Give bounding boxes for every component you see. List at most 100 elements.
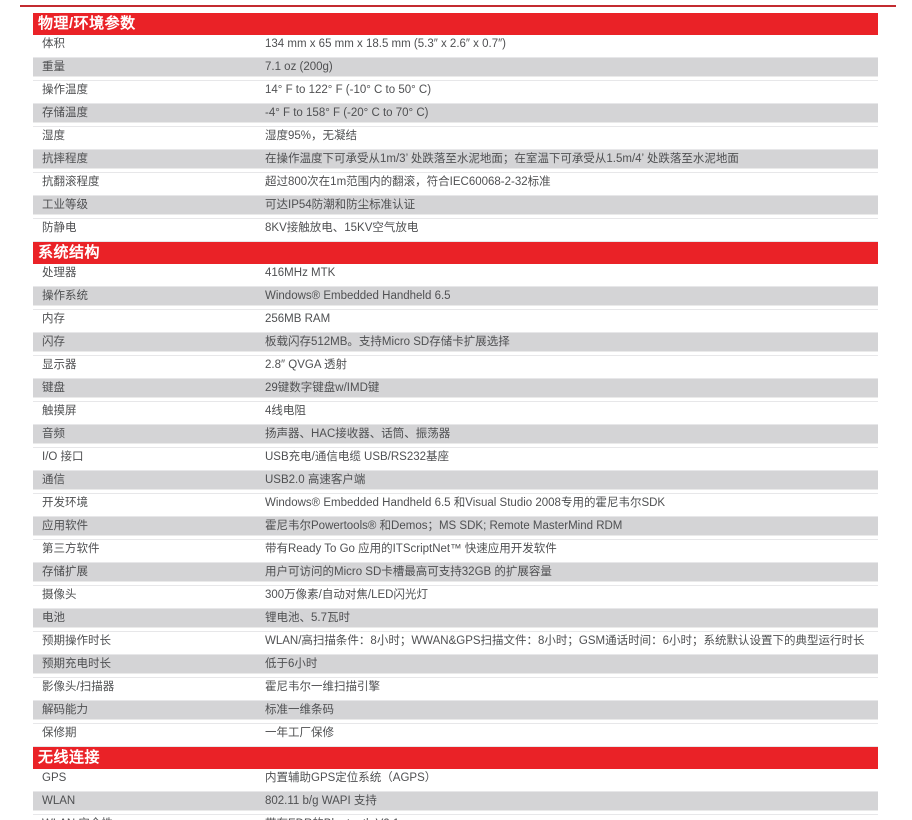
spec-row-value: 300万像素/自动对焦/LED闪光灯 (265, 589, 428, 601)
spec-row-label: 键盘 (42, 382, 65, 394)
spec-row-value: 29键数字键盘w/IMD键 (265, 382, 380, 394)
spec-row-label: 第三方软件 (42, 543, 100, 555)
spec-row-label: 应用软件 (42, 520, 88, 532)
spec-row: 抗摔程度 在操作温度下可承受从1m/3’ 处跌落至水泥地面；在室温下可承受从1.5… (33, 150, 878, 173)
spec-row-label: WLAN (42, 795, 76, 807)
spec-row-value: 4线电阻 (265, 405, 306, 417)
spec-row: 内存 256MB RAM (33, 310, 878, 333)
section-header: 系统结构 (33, 242, 878, 264)
spec-row: I/O 接口 USB充电/通信电缆 USB/RS232基座 (33, 448, 878, 471)
spec-row: 工业等级 可达IP54防潮和防尘标准认证 (33, 196, 878, 219)
spec-row-value: WLAN/高扫描条件：8小时；WWAN&GPS扫描文件：8小时；GSM通话时间：… (265, 635, 865, 647)
spec-row: 开发环境 Windows® Embedded Handheld 6.5 和Visu… (33, 494, 878, 517)
spec-row-value: Windows® Embedded Handheld 6.5 和Visual S… (265, 497, 666, 509)
spec-row: 解码能力 标准一维条码 (33, 701, 878, 724)
spec-row-value: 带有EDR的Bluetooth V2.1 (265, 815, 878, 820)
spec-row-value: 低于6小时 (265, 658, 318, 670)
spec-row: 存储扩展 用户可访问的Micro SD卡槽最高可支持32GB 的扩展容量 (33, 563, 878, 586)
spec-row: 预期充电时长 低于6小时 (33, 655, 878, 678)
spec-row: 触摸屏 4线电阻 (33, 402, 878, 425)
spec-row-label: 重量 (42, 61, 65, 73)
spec-row: 摄像头 300万像素/自动对焦/LED闪光灯 (33, 586, 878, 609)
spec-row: 重量 7.1 oz (200g) (33, 58, 878, 81)
spec-row-label: 开发环境 (42, 497, 88, 509)
spec-row-value: 14° F to 122° F (-10° C to 50° C) (265, 84, 432, 96)
spec-row-value: 带有Ready To Go 应用的ITScriptNet™ 快速应用开发软件 (265, 543, 557, 555)
spec-row: 显示器 2.8″ QVGA 透射 (33, 356, 878, 379)
spec-row-value: 256MB RAM (265, 313, 331, 325)
spec-row-label: 内存 (42, 313, 65, 325)
spec-row: 操作温度 14° F to 122° F (-10° C to 50° C) (33, 81, 878, 104)
spec-row-value: 一年工厂保修 (265, 727, 334, 739)
spec-row-label: 闪存 (42, 336, 65, 348)
spec-row-label: I/O 接口 (42, 451, 84, 463)
section-header: 无线连接 (33, 747, 878, 769)
spec-row: 第三方软件 带有Ready To Go 应用的ITScriptNet™ 快速应用开… (33, 540, 878, 563)
spec-row: 电池 锂电池、5.7瓦时 (33, 609, 878, 632)
spec-row: 通信 USB2.0 高速客户端 (33, 471, 878, 494)
spec-row-value: 可达IP54防潮和防尘标准认证 (265, 199, 416, 211)
spec-row-label: 操作系统 (42, 290, 88, 302)
spec-row-label: 抗摔程度 (42, 153, 88, 165)
spec-row-label: 预期充电时长 (42, 658, 111, 670)
spec-row-label: 操作温度 (42, 84, 88, 96)
spec-row: 应用软件 霍尼韦尔Powertools® 和Demos；MS SDK; Remot… (33, 517, 878, 540)
spec-row-value: 802.11 b/g WAPI 支持 (265, 795, 377, 807)
spec-row: 体积 134 mm x 65 mm x 18.5 mm (5.3″ x 2.6″ … (33, 35, 878, 58)
spec-row-value: USB2.0 高速客户端 (265, 474, 366, 486)
spec-row-label: 音频 (42, 428, 65, 440)
spec-row-label: 抗翻滚程度 (42, 176, 100, 188)
spec-row: WLAN 802.11 b/g WAPI 支持 (33, 792, 878, 815)
section-1: 物理/环境参数体积 134 mm x 65 mm x 18.5 mm (5.3″ … (33, 13, 878, 242)
spec-row-label: 电池 (42, 612, 65, 624)
spec-row: 抗翻滚程度 超过800次在1m范围内的翻滚，符合IEC60068-2-32标准 (33, 173, 878, 196)
spec-row-value: 416MHz MTK (265, 267, 336, 279)
spec-row-value: 霍尼韦尔一维扫描引擎 (265, 681, 380, 693)
spec-row-value: 超过800次在1m范围内的翻滚，符合IEC60068-2-32标准 (265, 176, 551, 188)
spec-row-label: WLAN 安全性 (33, 815, 265, 820)
spec-row-label: 工业等级 (42, 199, 88, 211)
spec-row-value: Windows® Embedded Handheld 6.5 (265, 290, 451, 302)
spec-row-value: 锂电池、5.7瓦时 (265, 612, 350, 624)
spec-row-label: 显示器 (42, 359, 77, 371)
spec-row-label: 存储扩展 (42, 566, 88, 578)
spec-row-label: 存储温度 (42, 107, 88, 119)
spec-row-value: 板载闪存512MB。支持Micro SD存储卡扩展选择 (265, 336, 510, 348)
spec-row-value: 134 mm x 65 mm x 18.5 mm (5.3″ x 2.6″ x … (265, 38, 507, 50)
spec-row-label: 保修期 (42, 727, 77, 739)
spec-row: 预期操作时长 WLAN/高扫描条件：8小时；WWAN&GPS扫描文件：8小时；GS… (33, 632, 878, 655)
spec-row-value: -4° F to 158° F (-20° C to 70° C) (265, 107, 429, 119)
spec-row-label: 体积 (42, 38, 65, 50)
spec-row: 防静电 8KV接触放电、15KV空气放电 (33, 219, 878, 242)
spec-row-label: 解码能力 (42, 704, 88, 716)
section-2: 系统结构处理器 416MHz MTK 操作系统 Windows® Embedded H… (33, 242, 878, 747)
spec-row-value: 内置辅助GPS定位系统（AGPS） (265, 772, 437, 784)
spec-row: 处理器 416MHz MTK (33, 264, 878, 287)
spec-row-label: 摄像头 (42, 589, 77, 601)
spec-row-value: 湿度95%，无凝结 (265, 130, 358, 142)
spec-row-label: 影像头/扫描器 (42, 681, 115, 693)
spec-row: 存储温度 -4° F to 158° F (-20° C to 70° C) (33, 104, 878, 127)
spec-table: 物理/环境参数体积 134 mm x 65 mm x 18.5 mm (5.3″ … (33, 13, 878, 820)
spec-row-value: 用户可访问的Micro SD卡槽最高可支持32GB 的扩展容量 (265, 566, 552, 578)
spec-row-value: 霍尼韦尔Powertools® 和Demos；MS SDK; Remote Ma… (265, 520, 623, 532)
spec-row: GPS 内置辅助GPS定位系统（AGPS） (33, 769, 878, 792)
spec-row-value: 2.8″ QVGA 透射 (265, 359, 348, 371)
spec-row-label: 处理器 (42, 267, 77, 279)
top-divider-rule (20, 5, 896, 7)
spec-row: 操作系统 Windows® Embedded Handheld 6.5 (33, 287, 878, 310)
spec-row-label: 通信 (42, 474, 65, 486)
section-header: 物理/环境参数 (33, 13, 878, 35)
spec-row: 音频 扬声器、HAC接收器、话筒、振荡器 (33, 425, 878, 448)
spec-row-value: USB充电/通信电缆 USB/RS232基座 (265, 451, 450, 463)
spec-row-label: 预期操作时长 (42, 635, 111, 647)
spec-row-label: 防静电 (42, 222, 77, 234)
spec-row-label: 湿度 (42, 130, 65, 142)
spec-row-label: 触摸屏 (42, 405, 77, 417)
spec-row-value: 7.1 oz (200g) (265, 61, 333, 73)
section-3: 无线连接 GPS 内置辅助GPS定位系统（AGPS） WLAN 802.11 b/g W… (33, 747, 878, 820)
spec-row-value: 扬声器、HAC接收器、话筒、振荡器 (265, 428, 451, 440)
spec-row: 影像头/扫描器 霍尼韦尔一维扫描引擎 (33, 678, 878, 701)
spec-row-value: 标准一维条码 (265, 704, 334, 716)
